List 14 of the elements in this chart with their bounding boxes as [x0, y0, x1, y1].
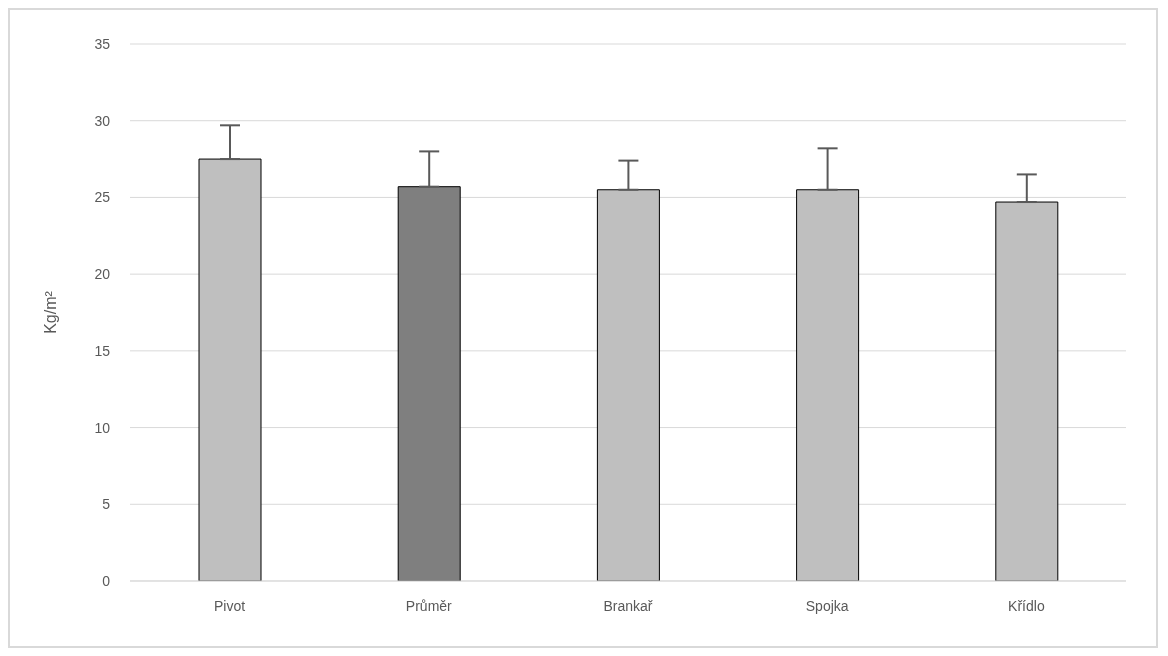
y-tick-label: 0 — [102, 572, 111, 589]
y-tick-label: 35 — [94, 35, 111, 52]
y-tick-label: 20 — [94, 266, 111, 283]
x-tick-label: Pivot — [214, 597, 246, 614]
y-axis-title: Kg/m² — [41, 290, 59, 334]
x-tick-label: Brankař — [603, 597, 653, 614]
x-tick-label: Spojka — [805, 597, 849, 614]
y-tick-label: 5 — [102, 496, 111, 513]
x-tick-label: Průměr — [405, 597, 453, 614]
y-tick-label: 25 — [94, 189, 111, 206]
y-tick-label: 10 — [94, 419, 111, 436]
x-tick-label: Křídlo — [1008, 597, 1045, 614]
y-tick-label: 30 — [94, 112, 111, 129]
y-tick-label: 15 — [94, 342, 111, 359]
